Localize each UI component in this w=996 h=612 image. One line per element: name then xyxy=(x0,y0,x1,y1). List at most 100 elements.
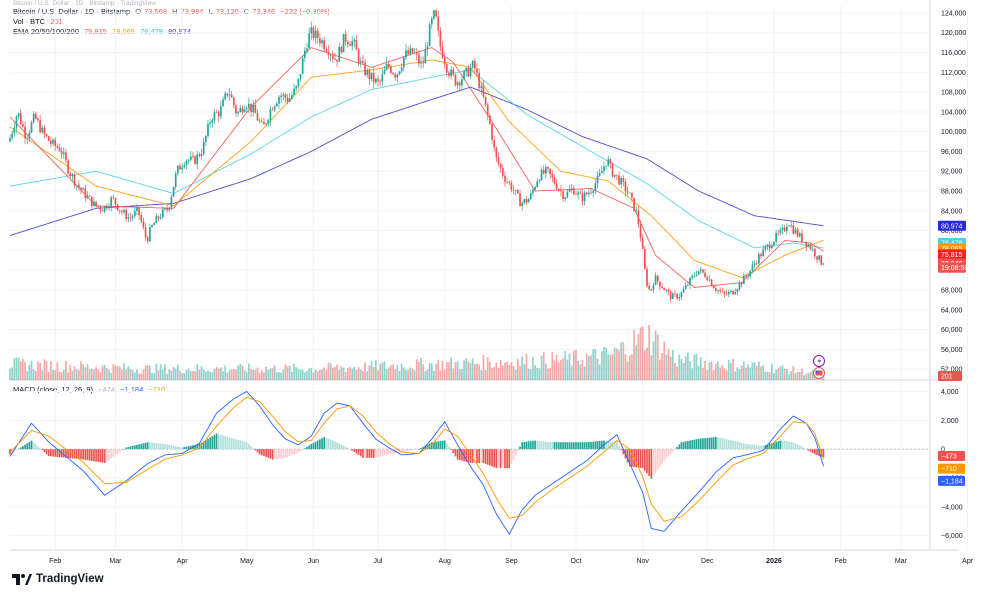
price-tick-label: 104,000 xyxy=(941,109,966,116)
volume-bar xyxy=(691,368,694,380)
candle-body xyxy=(370,72,373,80)
candle-body xyxy=(486,104,489,116)
candle-body xyxy=(727,291,730,295)
candle-body xyxy=(129,217,132,218)
price-tick-label: 120,000 xyxy=(941,30,966,37)
volume-bar xyxy=(293,363,295,380)
macd-hist-bar xyxy=(280,449,283,459)
macd-hist-bar xyxy=(329,439,332,450)
time-tick-label: 2026 xyxy=(766,558,782,565)
candle-body xyxy=(177,165,179,174)
volume-legend: Vol · BTC 201 xyxy=(13,17,66,27)
candle-body xyxy=(577,192,579,195)
price-tick-label: 60,000 xyxy=(941,327,963,334)
volume-bar xyxy=(349,367,351,380)
volume-bar xyxy=(557,362,560,380)
macd-hist-bar xyxy=(426,444,429,450)
volume-bar xyxy=(712,370,715,380)
candle-body xyxy=(359,61,362,63)
macd-hist-bar xyxy=(284,449,287,458)
volume-bar xyxy=(430,363,433,380)
macd-hist-bar xyxy=(523,441,526,450)
volume-bar xyxy=(643,350,646,380)
macd-hist-bar xyxy=(643,449,646,471)
candle-body xyxy=(523,199,526,204)
volume-bar xyxy=(105,368,108,380)
candle-body xyxy=(308,33,310,49)
candle-body xyxy=(323,40,326,50)
macd-hist-bar xyxy=(448,446,450,450)
candle-body xyxy=(809,244,812,250)
macd-hist-bar xyxy=(248,444,250,450)
macd-hist-bar xyxy=(508,449,511,469)
candle-body xyxy=(732,290,734,295)
pane-icons[interactable] xyxy=(813,355,825,379)
macd-hist-bar xyxy=(159,443,162,450)
macd-hist-bar xyxy=(674,449,676,450)
volume-bar xyxy=(43,359,46,380)
volume-bar xyxy=(78,370,80,380)
candle-body xyxy=(710,279,713,286)
candle-body xyxy=(566,191,569,198)
volume-bar xyxy=(271,368,274,380)
volume-bar xyxy=(390,365,392,380)
lightning-icon[interactable] xyxy=(813,355,825,367)
candle-body xyxy=(151,225,153,227)
candle-body xyxy=(140,215,143,222)
volume-bar xyxy=(45,360,48,380)
macd-hist-bar xyxy=(596,441,599,450)
volume-bar xyxy=(131,370,134,380)
macd-hist-bar xyxy=(129,446,132,450)
candle-body xyxy=(454,74,457,86)
candle-body xyxy=(136,207,138,211)
macd-hist-bar xyxy=(90,449,93,461)
volume-badge: 201 xyxy=(941,374,953,381)
macd-hist-bar xyxy=(232,438,235,450)
price-tick-label: 108,000 xyxy=(941,90,966,97)
macd-hist-bar xyxy=(321,438,323,450)
candle-body xyxy=(796,229,799,237)
candle-body xyxy=(648,285,650,289)
macd-hist-bar xyxy=(476,449,478,463)
volume-bar xyxy=(325,369,328,380)
candle-body xyxy=(461,79,463,86)
candle-body xyxy=(112,197,115,199)
volume-bar xyxy=(19,361,22,380)
candle-body xyxy=(301,58,304,75)
candle-body xyxy=(708,279,711,281)
volume-bar xyxy=(467,361,470,380)
candle-body xyxy=(377,78,379,82)
volume-bar xyxy=(566,359,569,380)
candle-body xyxy=(235,105,237,114)
macd-hist-bar xyxy=(736,441,739,450)
volume-bar xyxy=(755,366,758,380)
volume-bar xyxy=(542,352,545,380)
candle-body xyxy=(387,63,390,67)
macd-hist-bar xyxy=(435,441,437,450)
volume-bar xyxy=(435,363,437,380)
macd-hist-bar xyxy=(626,449,629,463)
time-tick-label: Mar xyxy=(895,558,908,565)
volume-bar xyxy=(538,368,541,380)
volume-bar xyxy=(385,368,388,380)
macd-hist-bar xyxy=(308,445,310,450)
macd-line xyxy=(9,390,824,536)
volume-bar xyxy=(667,348,670,380)
macd-hist-bar xyxy=(790,441,793,450)
volume-bar xyxy=(616,348,618,380)
volume-bar xyxy=(504,362,506,380)
candle-body xyxy=(372,72,375,83)
macd-hist-bar xyxy=(54,449,57,457)
candle-body xyxy=(557,189,560,190)
volume-bar xyxy=(674,362,676,380)
candle-body xyxy=(164,208,166,210)
tradingview-logo[interactable]: TradingView xyxy=(12,573,104,585)
volume-bar xyxy=(411,368,414,380)
volume-bar xyxy=(310,367,313,380)
macd-hist-bar xyxy=(194,444,196,450)
macd-hist-bar xyxy=(235,439,237,450)
volume-bar xyxy=(501,365,504,380)
volume-bar xyxy=(265,366,267,380)
macd-hist-bar xyxy=(340,444,343,450)
